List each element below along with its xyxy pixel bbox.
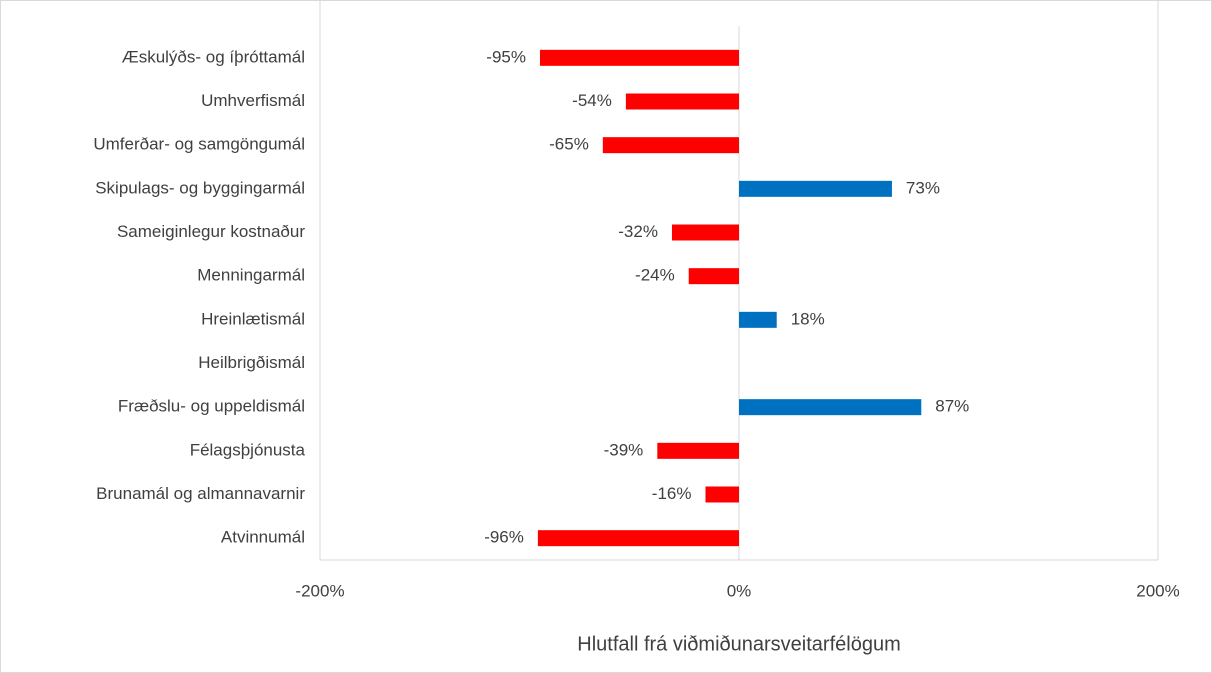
data-label: -54% [572, 91, 612, 110]
y-tick-label: Umferðar- og samgöngumál [93, 135, 305, 154]
data-label: -96% [484, 528, 524, 547]
x-tick-label: 200% [1136, 581, 1179, 600]
bar [657, 442, 739, 459]
y-tick-label: Æskulýðs- og íþróttamál [122, 47, 305, 66]
data-label: -95% [486, 47, 526, 66]
bar [539, 49, 739, 66]
bar [739, 399, 922, 416]
data-label: 18% [791, 309, 825, 328]
data-label: -24% [635, 266, 675, 285]
data-label: -32% [618, 222, 658, 241]
bar [705, 486, 739, 503]
data-label: -65% [549, 135, 589, 154]
y-tick-label: Brunamál og almannavarnir [96, 484, 305, 503]
data-label: 87% [935, 397, 969, 416]
y-tick-label: Sameiginlegur kostnaður [117, 222, 305, 241]
bar [671, 224, 739, 241]
bar [602, 137, 739, 154]
y-tick-label: Heilbrigðismál [198, 353, 305, 372]
data-label: -16% [652, 484, 692, 503]
y-tick-label: Atvinnumál [221, 528, 305, 547]
x-axis-title: Hlutfall frá viðmiðunarsveitarfélögum [577, 633, 900, 655]
bar [739, 311, 777, 328]
y-tick-label: Hreinlætismál [201, 309, 305, 328]
data-label: 73% [906, 178, 940, 197]
bar [688, 268, 739, 285]
bar [739, 180, 892, 197]
y-tick-label: Skipulags- og byggingarmál [95, 178, 305, 197]
bar [537, 530, 739, 547]
x-tick-label: -200% [295, 581, 344, 600]
y-tick-label: Umhverfismál [201, 91, 305, 110]
y-tick-label: Fræðslu- og uppeldismál [118, 397, 305, 416]
data-label: -39% [604, 440, 644, 459]
y-tick-label: Félagsþjónusta [190, 440, 306, 459]
bar [625, 93, 739, 110]
y-tick-label: Menningarmál [197, 266, 305, 285]
x-tick-label: 0% [727, 581, 752, 600]
